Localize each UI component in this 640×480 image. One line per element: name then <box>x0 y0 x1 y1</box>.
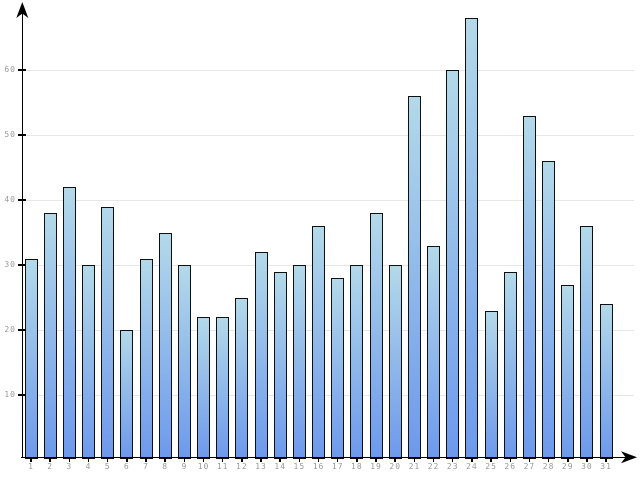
x-tick-label: 27 <box>523 462 536 471</box>
x-tick-label: 25 <box>485 462 497 471</box>
y-tick-mark <box>18 264 26 266</box>
x-tick-mark <box>164 457 166 462</box>
x-tick-mark <box>586 457 588 462</box>
y-tick-mark <box>18 69 26 71</box>
x-tick-mark <box>202 457 205 462</box>
gridline <box>23 69 634 71</box>
x-tick-label: 8 <box>162 462 169 471</box>
y-tick-mark <box>18 199 26 201</box>
gridline <box>23 394 634 396</box>
x-tick-mark <box>394 457 396 462</box>
x-tick-label: 2 <box>47 462 54 471</box>
gridline <box>23 134 634 136</box>
x-tick-label: 14 <box>274 462 287 471</box>
x-tick-label: 11 <box>216 462 229 471</box>
x-tick-mark <box>221 457 224 462</box>
x-tick-label: 28 <box>542 462 555 471</box>
gridline <box>23 329 634 331</box>
x-tick-mark <box>605 457 607 462</box>
x-tick-label: 3 <box>66 462 73 471</box>
x-tick-mark <box>528 457 531 462</box>
x-tick-mark <box>509 457 511 462</box>
x-tick-mark <box>241 457 243 462</box>
y-axis <box>21 6 23 458</box>
x-tick-mark <box>279 457 281 462</box>
x-tick-label: 9 <box>181 462 188 471</box>
x-tick-label: 18 <box>351 462 363 471</box>
y-tick-mark <box>18 329 26 331</box>
y-tick-label: 50 <box>4 130 16 139</box>
y-tick-label: 20 <box>4 325 16 334</box>
x-tick-mark <box>126 457 128 462</box>
x-tick-label: 24 <box>466 462 478 471</box>
x-tick-label: 19 <box>370 462 382 471</box>
x-tick-label: 21 <box>408 462 421 471</box>
x-tick-label: 4 <box>85 462 92 471</box>
x-tick-label: 22 <box>427 462 440 471</box>
x-tick-mark <box>471 457 473 462</box>
x-tick-label: 10 <box>197 462 210 471</box>
x-tick-mark <box>30 457 32 462</box>
gridline <box>23 264 634 266</box>
x-tick-label: 15 <box>293 462 306 471</box>
y-tick-label: 30 <box>4 260 16 269</box>
x-axis <box>21 456 629 458</box>
y-tick-label: 60 <box>4 65 16 74</box>
x-tick-mark <box>547 457 550 462</box>
x-tick-label: 23 <box>446 462 459 471</box>
x-tick-label: 29 <box>561 462 574 471</box>
x-tick-label: 1 <box>28 462 34 471</box>
x-tick-mark <box>356 457 358 462</box>
x-tick-label: 20 <box>389 462 402 471</box>
x-tick-mark <box>183 457 186 462</box>
x-tick-label: 30 <box>581 462 593 471</box>
y-tick-mark <box>18 394 26 396</box>
x-tick-mark <box>490 457 492 462</box>
x-tick-mark <box>336 457 339 462</box>
x-tick-label: 31 <box>600 462 612 471</box>
x-tick-label: 13 <box>255 462 267 471</box>
x-tick-label: 5 <box>104 462 111 471</box>
x-tick-mark <box>106 457 109 462</box>
x-tick-label: 26 <box>504 462 517 471</box>
x-tick-mark <box>298 457 301 462</box>
y-tick-mark <box>18 134 26 136</box>
x-tick-mark <box>145 457 147 462</box>
x-tick-label: 16 <box>312 462 325 471</box>
x-tick-mark <box>432 457 435 462</box>
x-tick-mark <box>87 457 90 462</box>
x-tick-mark <box>567 457 569 462</box>
x-tick-mark <box>49 457 51 462</box>
x-tick-label: 17 <box>331 462 344 471</box>
x-tick-mark <box>413 457 416 462</box>
x-tick-mark <box>68 457 71 462</box>
x-tick-mark <box>375 457 377 462</box>
y-tick-label: 40 <box>4 195 16 204</box>
gridline <box>23 199 634 201</box>
y-tick-label: 10 <box>4 390 16 399</box>
x-tick-label: 7 <box>143 462 149 471</box>
x-tick-label: 12 <box>236 462 248 471</box>
x-tick-mark <box>317 457 320 462</box>
x-tick-mark <box>451 457 454 462</box>
x-tick-label: 6 <box>123 462 130 471</box>
x-tick-mark <box>260 457 262 462</box>
